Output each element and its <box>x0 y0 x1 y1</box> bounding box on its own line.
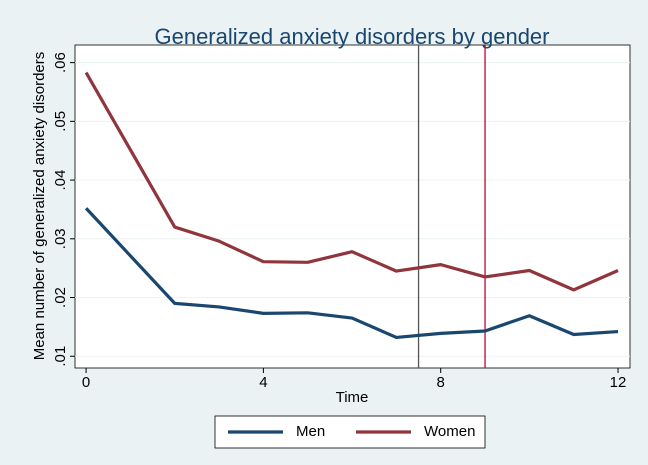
y-tick-label: .01 <box>52 346 69 367</box>
x-axis-label: Time <box>336 389 369 406</box>
data-line <box>84 71 619 292</box>
data-line <box>84 207 619 340</box>
y-tick-label: .02 <box>52 287 69 308</box>
x-tick-label: 8 <box>437 374 445 391</box>
y-tick-label: .05 <box>52 111 69 132</box>
plot-area <box>74 44 631 369</box>
legend-label: Women <box>424 423 475 440</box>
x-tick-label: 0 <box>82 374 90 391</box>
y-tick-label: .06 <box>52 52 69 73</box>
y-tick-label: .04 <box>52 170 69 191</box>
y-tick-label: .03 <box>52 228 69 249</box>
legend-label: Men <box>296 423 325 440</box>
y-axis-label: Mean number of generalized anxiety disor… <box>31 52 48 361</box>
x-tick-label: 4 <box>259 374 267 391</box>
chart-title: Generalized anxiety disorders by gender <box>154 24 549 49</box>
x-tick-label: 12 <box>610 374 627 391</box>
